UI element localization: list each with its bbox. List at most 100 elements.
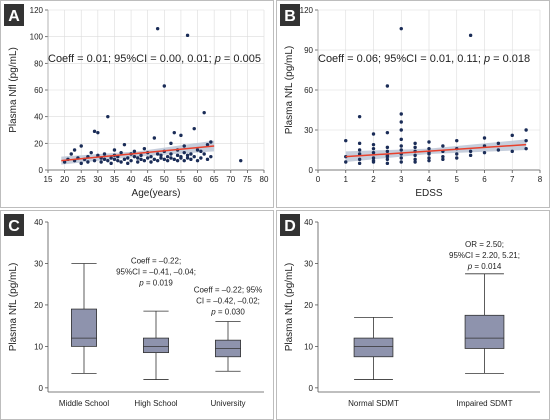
data-point: [155, 158, 160, 163]
data-point: [399, 120, 403, 124]
data-point: [385, 161, 390, 166]
data-point: [195, 158, 200, 163]
data-point: [455, 152, 459, 156]
x-tick-label: 80: [260, 175, 269, 184]
x-tick-label: 40: [127, 175, 136, 184]
data-point: [357, 157, 362, 162]
stat-annotation: Coeff = 0.01; 95%CI = 0.00, 0.01; p = 0.…: [48, 53, 261, 65]
panel-letter: C: [8, 218, 20, 235]
x-axis-label: Age(years): [132, 188, 181, 199]
data-point: [109, 161, 113, 166]
box-iqr: [142, 337, 169, 354]
y-tick-label: 60: [34, 86, 43, 95]
y-tick-label: 30: [304, 126, 313, 135]
stat-annotation-line: CI = –0.42, –0.02;: [196, 296, 260, 305]
data-point: [89, 150, 93, 155]
x-tick-label: 35: [110, 175, 119, 184]
data-point: [427, 140, 431, 144]
data-point: [399, 144, 403, 148]
data-point: [185, 153, 190, 158]
data-point: [385, 84, 390, 88]
data-point: [239, 158, 243, 163]
data-point: [357, 141, 362, 146]
data-point: [482, 136, 487, 140]
data-point: [357, 114, 362, 119]
data-point: [139, 153, 143, 158]
data-point: [413, 141, 417, 146]
y-tick-label: 40: [304, 218, 313, 227]
data-point: [413, 160, 417, 164]
data-point: [371, 146, 376, 151]
y-tick-label: 20: [34, 301, 43, 310]
y-tick-label: 10: [304, 342, 313, 351]
data-point: [92, 158, 97, 163]
data-point: [102, 152, 107, 156]
stat-p-value: = 0.019: [144, 278, 174, 287]
panel-a: A 0 20 40 60 80 100 120 Plasma Nfl (pg/mL) 15 20 25…: [0, 0, 274, 208]
x-tick-label: 55: [176, 175, 185, 184]
x-category-label: High School: [134, 399, 177, 408]
data-point: [468, 33, 473, 38]
data-point: [136, 160, 140, 164]
data-point: [344, 160, 348, 164]
data-point: [185, 33, 190, 38]
data-point: [142, 158, 147, 163]
data-point: [106, 114, 110, 119]
y-tick-label: 30: [304, 259, 313, 268]
x-category-label: Normal SDMT: [348, 399, 399, 408]
data-point: [99, 160, 103, 164]
y-tick-label: 10: [34, 342, 43, 351]
data-point: [468, 149, 473, 154]
data-point: [413, 153, 417, 158]
stat-annotation-line: OR = 2.50;: [465, 240, 504, 249]
data-point: [441, 157, 445, 162]
x-tick-label: 7: [510, 175, 515, 184]
x-tick-label: 15: [44, 175, 53, 184]
stat-p-symbol: p: [138, 278, 144, 287]
data-point: [385, 145, 390, 150]
y-tick-label: 20: [34, 139, 43, 148]
data-point: [385, 157, 390, 162]
data-point: [413, 157, 417, 162]
x-tick-label: 2: [371, 175, 376, 184]
regression-line: [345, 143, 527, 158]
x-tick-label: 0: [316, 175, 321, 184]
data-point: [86, 160, 90, 164]
data-point: [129, 158, 133, 163]
data-point: [165, 154, 170, 159]
data-point: [69, 152, 73, 156]
data-point: [496, 141, 501, 146]
data-point: [399, 160, 403, 164]
x-category-label: Middle School: [59, 399, 109, 408]
data-point: [169, 156, 173, 160]
data-point: [172, 157, 176, 162]
box-iqr: [71, 308, 98, 347]
data-point: [169, 141, 173, 146]
data-point: [175, 153, 180, 158]
panel-letter-box: [280, 4, 300, 26]
data-point: [79, 144, 83, 148]
data-point: [152, 136, 157, 140]
stat-annotation: Coeff = 0.06; 95%CI = 0.01, 0.11; p = 0.…: [318, 53, 530, 65]
data-point: [155, 152, 160, 156]
data-point: [165, 158, 170, 163]
data-point: [357, 152, 362, 156]
box-iqr: [353, 337, 394, 358]
data-point: [371, 150, 376, 155]
data-point: [399, 156, 403, 160]
data-point: [106, 158, 110, 163]
x-tick-label: 8: [538, 175, 543, 184]
regression-line: [61, 145, 215, 162]
data-point: [199, 156, 203, 160]
x-tick-label: 30: [93, 175, 102, 184]
data-point: [126, 156, 130, 160]
data-point: [112, 148, 117, 152]
data-point: [399, 128, 403, 132]
panel-d: D 0 10 20 30 40 Plasma NfL (pg/mL) Normal SDMT I…: [276, 210, 550, 420]
y-tick-label: 20: [304, 301, 313, 310]
data-point: [385, 149, 390, 154]
panel-b: B 0 30 60 90 120 Plasma NfL (pg/mL) 0 1 2 3 4 5 6 7 8 ED…: [276, 0, 550, 208]
data-point: [399, 26, 403, 31]
stat-text: Coeff = 0.01; 95%CI = 0.00, 0.01;: [48, 53, 215, 65]
